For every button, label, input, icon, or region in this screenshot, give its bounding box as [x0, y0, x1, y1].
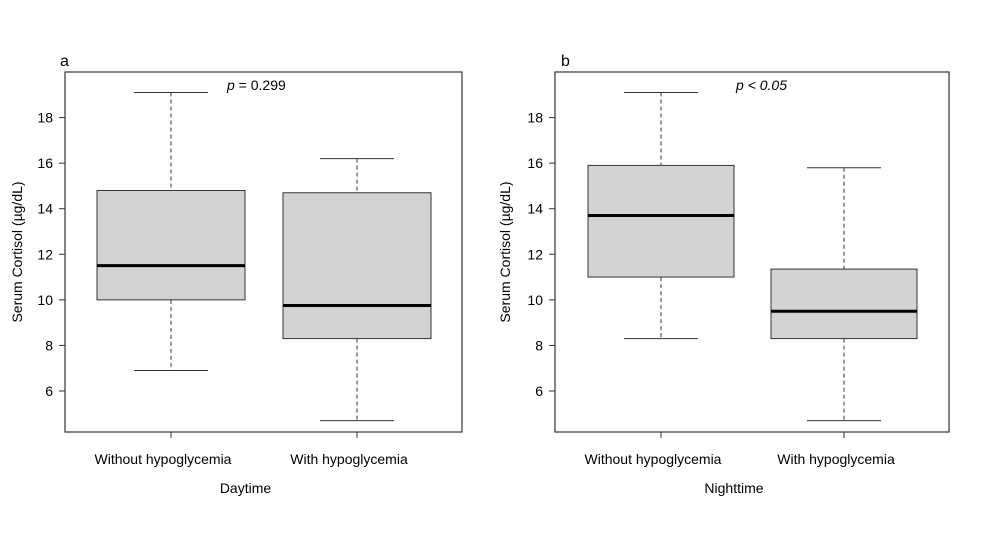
p-symbol: p: [735, 77, 744, 93]
chart-panel-b: 6 8 10 12 14 16 18 Without hypoglycemia With hyp…: [497, 53, 950, 496]
chart-panel-a: 6 8 10 12 14 16 18 Without hypoglycemia With hyp…: [9, 53, 463, 496]
box-0: [96, 92, 246, 371]
y-tick-label: 8: [45, 337, 53, 353]
plot-frame: [64, 71, 463, 433]
x-tick-label: Without hypoglycemia: [95, 451, 232, 467]
plot-frame: [554, 71, 950, 433]
x-tick-label: With hypoglycemia: [290, 451, 408, 467]
y-tick-label: 16: [37, 155, 53, 171]
iqr-box: [282, 192, 432, 340]
x-tick-label: With hypoglycemia: [777, 451, 895, 467]
x-axis-title: Daytime: [220, 480, 272, 496]
x-axis-title: Nighttime: [704, 480, 763, 496]
y-tick-label: 18: [37, 110, 53, 126]
panel-label: b: [561, 53, 570, 70]
box-0: [587, 92, 735, 340]
box-1: [282, 158, 432, 422]
p-value-text: = 0.299: [235, 77, 286, 93]
p-value-annotation: p < 0.05: [735, 77, 787, 93]
y-tick-label: 10: [37, 292, 53, 308]
y-tick-label: 6: [45, 383, 53, 399]
y-tick-label: 16: [527, 155, 543, 171]
p-value-text: < 0.05: [744, 77, 787, 93]
y-axis-title: Serum Cortisol (µg/dL): [9, 181, 25, 322]
iqr-box: [96, 189, 246, 301]
iqr-box: [587, 164, 735, 278]
p-value-annotation: p = 0.299: [226, 77, 286, 93]
p-symbol: p: [226, 77, 235, 93]
y-axis-title: Serum Cortisol (µg/dL): [497, 181, 513, 322]
y-tick-label: 12: [37, 246, 53, 262]
x-tick-label: Without hypoglycemia: [585, 451, 722, 467]
y-tick-label: 14: [37, 201, 53, 217]
iqr-box: [770, 268, 918, 340]
panel-label: a: [60, 53, 69, 70]
y-tick-label: 6: [535, 383, 543, 399]
y-tick-label: 12: [527, 246, 543, 262]
y-tick-label: 10: [527, 292, 543, 308]
y-tick-label: 8: [535, 337, 543, 353]
y-tick-label: 14: [527, 201, 543, 217]
box-1: [770, 167, 918, 422]
y-tick-label: 18: [527, 110, 543, 126]
